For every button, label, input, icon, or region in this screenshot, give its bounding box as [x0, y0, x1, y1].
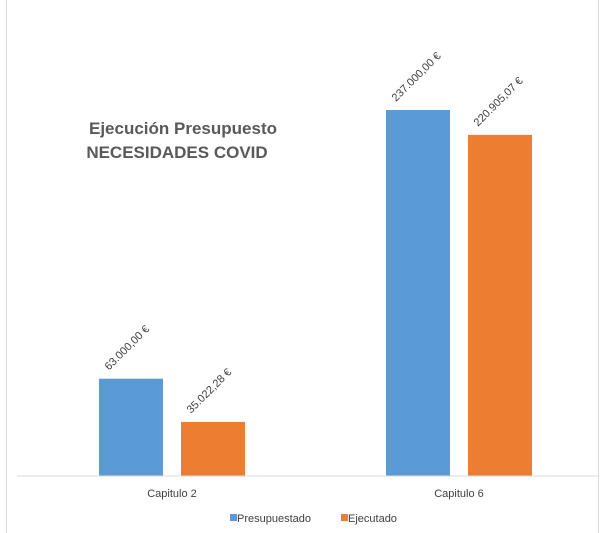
bar-presupuestado-1: [99, 378, 163, 476]
bars-layer: 63.000,00 € 35.022,28 € 237.000,00 € 220.90…: [99, 50, 532, 476]
data-label-presupuestado-2: 237.000,00 €: [390, 50, 444, 104]
category-label-2: Capitulo 6: [434, 488, 484, 500]
legend: Presupuestado Ejecutado: [230, 513, 397, 525]
chart-title-line-2: NECESIDADES COVID: [86, 143, 267, 162]
frame-border-left: [6, 0, 7, 533]
legend-label-ejecutado: Ejecutado: [348, 513, 397, 525]
bar-ejecutado-1: [181, 421, 245, 476]
legend-swatch-ejecutado: [341, 514, 348, 521]
frame-border-right: [598, 0, 599, 533]
bar-presupuestado-2: [386, 110, 450, 476]
legend-label-presupuestado: Presupuestado: [237, 513, 311, 525]
data-label-ejecutado-2: 220.905,07 €: [472, 75, 526, 129]
bar-ejecutado-2: [468, 134, 532, 476]
category-label-1: Capitulo 2: [147, 488, 197, 500]
data-label-ejecutado-1: 35.022,28 €: [185, 366, 235, 416]
legend-swatch-presupuestado: [230, 514, 237, 521]
data-label-presupuestado-1: 63.000,00 €: [103, 323, 153, 373]
category-labels: Capitulo 2 Capitulo 6: [147, 488, 484, 500]
chart-title-line-1: Ejecución Presupuesto: [89, 119, 277, 138]
